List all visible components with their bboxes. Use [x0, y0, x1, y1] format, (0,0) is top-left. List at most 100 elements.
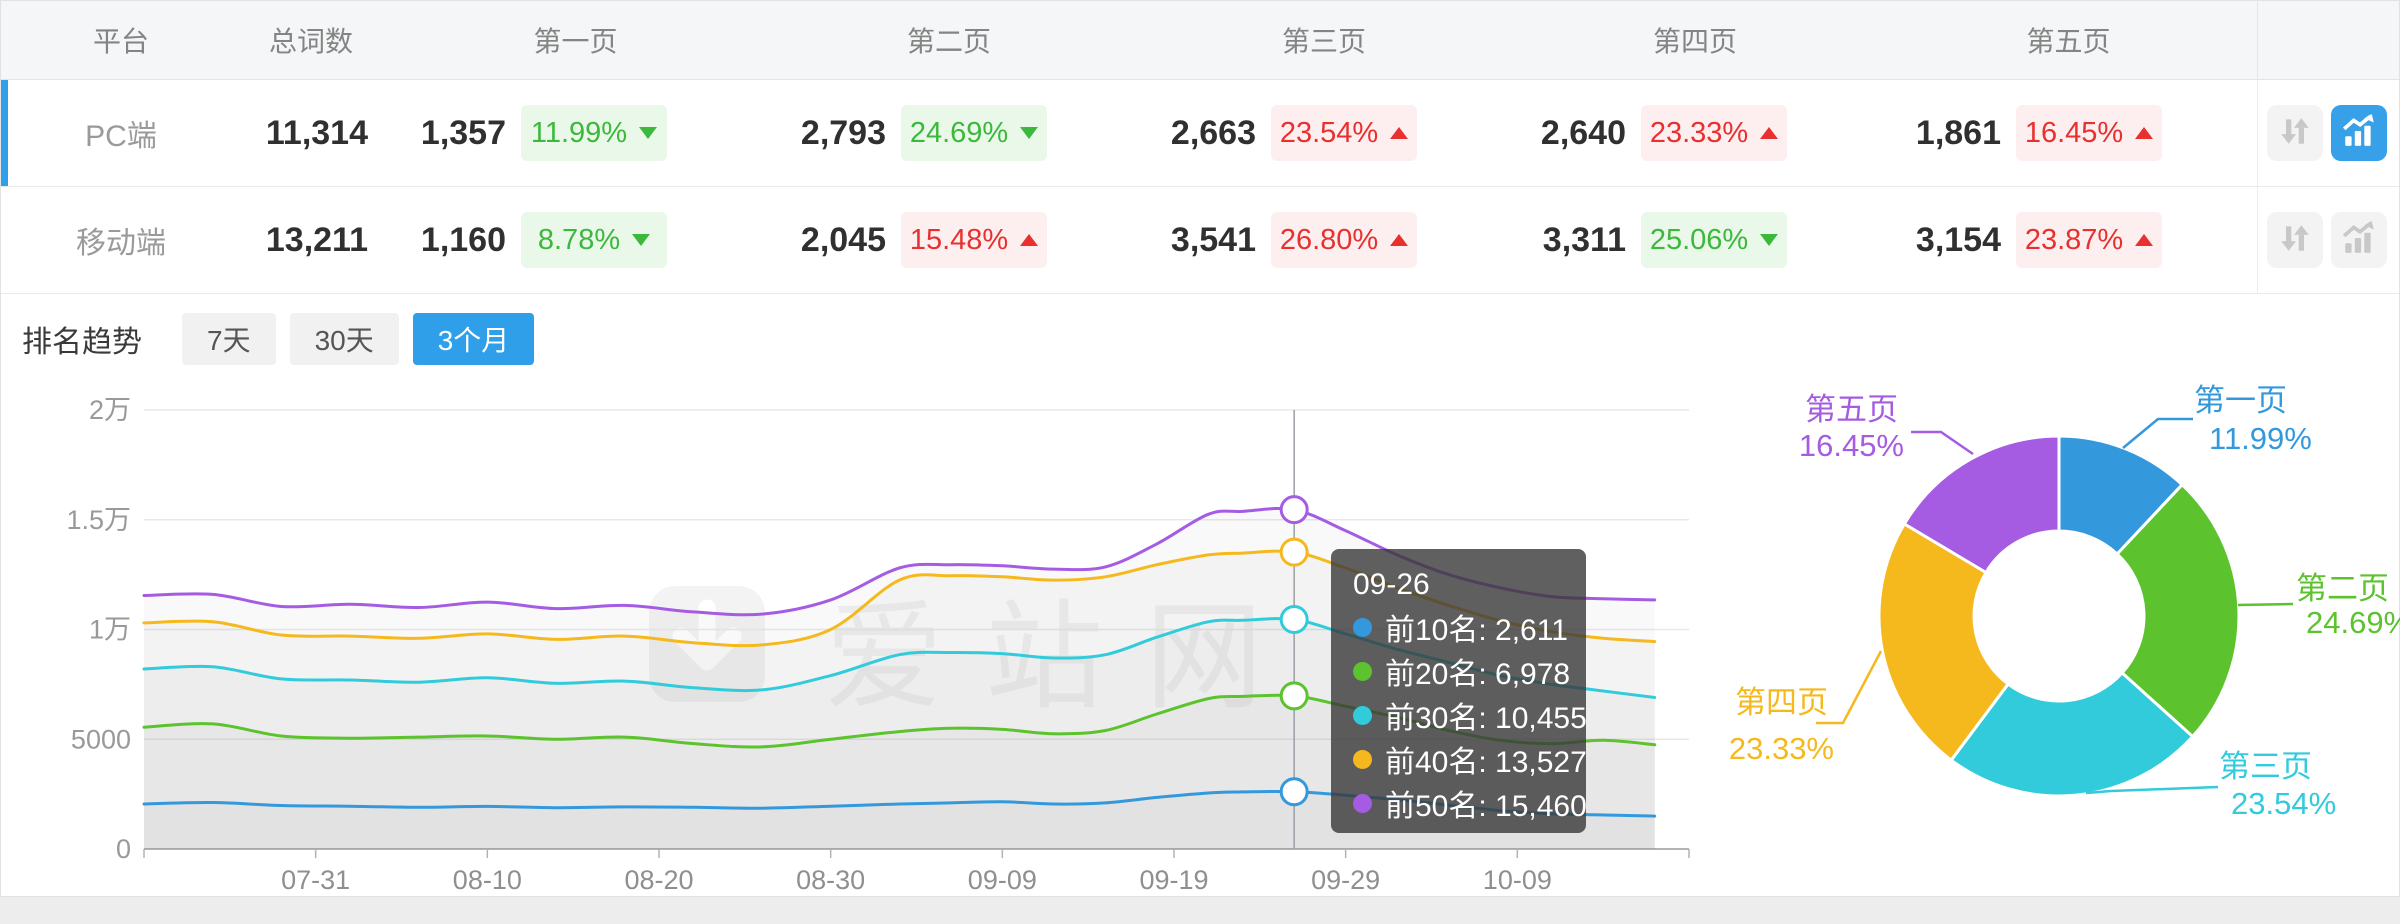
- col-header-page4: 第四页: [1652, 26, 1737, 57]
- svg-text:08-30: 08-30: [796, 865, 865, 895]
- svg-text:第五页: 第五页: [1805, 392, 1898, 427]
- page2-count: 2,793: [800, 113, 886, 152]
- tab-3months[interactable]: 3个月: [412, 313, 535, 365]
- svg-text:08-10: 08-10: [453, 865, 522, 895]
- page2-change-pct: 15.48%: [909, 223, 1009, 256]
- svg-text:11.99%: 11.99%: [2209, 421, 2312, 456]
- page5-count: 1,861: [1915, 113, 2001, 152]
- trend-chart-icon: [2341, 113, 2377, 154]
- svg-text:5000: 5000: [71, 724, 131, 754]
- sort-arrows-icon: [2277, 220, 2313, 261]
- series-dot-top20: [1353, 661, 1372, 681]
- tooltip-value-top40: 前40名: 13,527: [1385, 746, 1587, 779]
- svg-text:09-29: 09-29: [1311, 865, 1380, 895]
- page2-change-pct: 24.69%: [909, 116, 1009, 149]
- tab-30days[interactable]: 30天: [289, 313, 399, 365]
- svg-text:09-09: 09-09: [968, 865, 1037, 895]
- col-header-page5: 第五页: [2026, 26, 2111, 57]
- col-header-platform: 平台: [92, 26, 149, 57]
- page1-change-badge: 11.99%: [521, 105, 667, 161]
- tooltip-row: 前40名: 13,527: [1353, 737, 1587, 781]
- keyword-rank-dashboard: 平台 总词数 第一页 第二页 第三页 第四页 第五页 PC端 11,314 1,…: [0, 0, 2400, 897]
- svg-text:1万: 1万: [89, 615, 131, 645]
- svg-text:07-31: 07-31: [281, 865, 350, 895]
- svg-text:10-09: 10-09: [1483, 865, 1552, 895]
- trend-section-title: 排名趋势: [22, 326, 142, 359]
- tooltip-value-top30: 前30名: 10,455: [1385, 702, 1587, 735]
- svg-text:第一页: 第一页: [2194, 383, 2287, 418]
- tooltip-row: 前10名: 2,611: [1353, 605, 1586, 649]
- charts-area: 爱站网 050001万1.5万2万07-3108-1008-2008-3009-…: [1, 371, 2400, 898]
- tooltip-date: 09-26: [1353, 568, 1430, 601]
- series-dot-top40: [1353, 749, 1372, 769]
- svg-text:23.54%: 23.54%: [2231, 786, 2336, 821]
- svg-text:第二页: 第二页: [2296, 571, 2389, 606]
- page5-change-badge: 16.45%: [2016, 105, 2162, 161]
- svg-text:第四页: 第四页: [1735, 685, 1828, 720]
- svg-text:23.33%: 23.33%: [1729, 731, 1834, 766]
- table-row-pc[interactable]: PC端 11,314 1,357 11.99% 2,793 24.69% 2,6…: [1, 80, 2399, 187]
- svg-text:1.5万: 1.5万: [66, 505, 131, 535]
- page5-change-badge: 23.87%: [2016, 212, 2162, 268]
- row-actions: [2257, 187, 2400, 293]
- page3-change-badge: 23.54%: [1271, 105, 1417, 161]
- svg-text:09-19: 09-19: [1139, 865, 1208, 895]
- sort-arrows-icon: [2277, 113, 2313, 154]
- series-dot-top50: [1353, 793, 1372, 813]
- svg-text:24.69%: 24.69%: [2306, 605, 2400, 640]
- trend-chart-button[interactable]: [2331, 105, 2387, 161]
- page3-change-pct: 23.54%: [1279, 116, 1379, 149]
- col-header-actions: [2257, 1, 2400, 79]
- platform-label: PC端: [85, 120, 157, 153]
- col-header-page1: 第一页: [533, 26, 618, 57]
- tooltip-value-top20: 前20名: 6,978: [1385, 658, 1571, 691]
- total-words-value: 13,211: [265, 220, 368, 259]
- tab-7days[interactable]: 7天: [182, 313, 276, 365]
- page2-change-badge: 24.69%: [901, 105, 1047, 161]
- trend-chart-icon: [2341, 220, 2377, 261]
- table-row-mobile[interactable]: 移动端 13,211 1,160 8.78% 2,045 15.48% 3,54…: [1, 187, 2399, 294]
- platform-label: 移动端: [76, 227, 166, 260]
- col-header-page2: 第二页: [906, 26, 991, 57]
- total-words-value: 11,314: [265, 113, 368, 152]
- svg-text:2万: 2万: [89, 395, 131, 425]
- row-actions: [2257, 80, 2400, 186]
- page3-count: 2,663: [1170, 113, 1256, 152]
- page4-change-badge: 23.33%: [1641, 105, 1787, 161]
- arrow-down-icon: [1760, 234, 1779, 246]
- series-dot-top30: [1353, 705, 1372, 725]
- page4-count: 3,311: [1542, 220, 1626, 259]
- chart-tooltip: 09-26 前10名: 2,611 前20名: 6,978 前30名: 10,4…: [1331, 549, 1587, 833]
- page4-change-pct: 23.33%: [1649, 116, 1749, 149]
- trend-toolbar: 排名趋势 7天 30天 3个月: [22, 313, 2399, 365]
- page3-count: 3,541: [1170, 220, 1256, 259]
- tooltip-row: 前50名: 15,460: [1353, 781, 1587, 825]
- arrow-up-icon: [2135, 234, 2154, 246]
- page1-count: 1,160: [420, 220, 506, 259]
- page2-count: 2,045: [800, 220, 886, 259]
- page-background-strip: [0, 897, 2400, 924]
- series-dot-top10: [1353, 617, 1372, 637]
- arrow-up-icon: [1390, 234, 1409, 246]
- page1-count: 1,357: [420, 113, 506, 152]
- page3-change-badge: 26.80%: [1271, 212, 1417, 268]
- page4-count: 2,640: [1540, 113, 1626, 152]
- sort-button[interactable]: [2267, 212, 2323, 268]
- page1-change-pct: 11.99%: [530, 116, 628, 149]
- svg-text:16.45%: 16.45%: [1799, 428, 1904, 463]
- table-header: 平台 总词数 第一页 第二页 第三页 第四页 第五页: [1, 1, 2399, 80]
- arrow-down-icon: [632, 234, 651, 246]
- arrow-up-icon: [1760, 127, 1779, 139]
- page5-change-pct: 16.45%: [2024, 116, 2124, 149]
- page3-change-pct: 26.80%: [1279, 223, 1379, 256]
- trend-line-chart[interactable]: 0 5000 1万 1.5万 2万 07-31 08-10 08-20 08-30 09-09 09…: [1, 371, 2400, 898]
- tooltip-row: 前30名: 10,455: [1353, 693, 1587, 737]
- svg-text:第三页: 第三页: [2219, 749, 2312, 784]
- col-header-page3: 第三页: [1281, 26, 1366, 57]
- trend-chart-button[interactable]: [2331, 212, 2387, 268]
- sort-button[interactable]: [2267, 105, 2323, 161]
- arrow-down-icon: [1020, 127, 1039, 139]
- svg-text:0: 0: [116, 834, 131, 864]
- tooltip-value-top50: 前50名: 15,460: [1385, 790, 1587, 823]
- page1-change-pct: 8.78%: [537, 223, 621, 256]
